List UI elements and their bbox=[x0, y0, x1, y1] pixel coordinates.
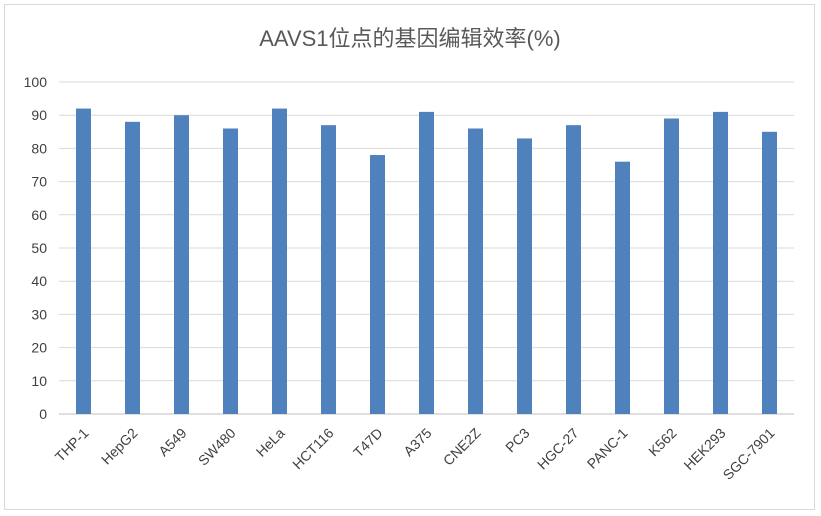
bar bbox=[468, 128, 483, 415]
y-tick-label: 0 bbox=[39, 406, 47, 422]
bar bbox=[419, 111, 434, 414]
bar bbox=[566, 125, 581, 414]
y-tick-label: 10 bbox=[31, 373, 47, 389]
x-tick-label: HCT116 bbox=[289, 425, 337, 473]
y-tick-label: 100 bbox=[24, 74, 48, 90]
bar bbox=[517, 138, 532, 414]
x-tick-label: K562 bbox=[645, 425, 680, 460]
bar bbox=[664, 118, 679, 415]
y-tick-label: 70 bbox=[31, 174, 47, 190]
x-tick-label: HGC-27 bbox=[534, 425, 582, 473]
y-tick-label: 80 bbox=[31, 140, 47, 156]
x-axis-ticks: THP-1 HepG2 A549 SW480 HeLa HCT116 T47D A375 CNE… bbox=[52, 424, 778, 482]
bar bbox=[713, 111, 728, 414]
y-tick-label: 30 bbox=[31, 306, 47, 322]
x-tick-label: PANC-1 bbox=[584, 425, 631, 472]
x-tick-label: A549 bbox=[155, 425, 190, 460]
y-tick-label: 60 bbox=[31, 207, 47, 223]
x-tick-label: HEK293 bbox=[680, 425, 728, 473]
chart-title: AAVS1位点的基因编辑效率(%) bbox=[259, 26, 561, 51]
bar bbox=[370, 155, 385, 415]
bar bbox=[615, 161, 630, 414]
bar bbox=[321, 125, 336, 414]
bar bbox=[76, 108, 91, 414]
x-tick-label: SW480 bbox=[195, 425, 239, 469]
bar bbox=[174, 115, 189, 414]
y-tick-label: 90 bbox=[31, 107, 47, 123]
bar bbox=[125, 121, 140, 414]
x-tick-label: CNE2Z bbox=[440, 424, 484, 468]
x-tick-label: T47D bbox=[350, 425, 386, 461]
y-tick-label: 20 bbox=[31, 340, 47, 356]
y-tick-label: 40 bbox=[31, 273, 47, 289]
x-tick-label: THP-1 bbox=[52, 425, 92, 465]
bar bbox=[272, 108, 287, 414]
x-tick-label: A375 bbox=[400, 425, 435, 460]
x-tick-label: HeLa bbox=[253, 425, 288, 460]
y-tick-label: 50 bbox=[31, 240, 47, 256]
x-tick-label: HepG2 bbox=[98, 425, 141, 468]
y-axis-ticks: 0 10 20 30 40 50 60 70 80 90 100 bbox=[24, 74, 48, 422]
bars bbox=[76, 108, 777, 415]
x-tick-label: SGC-7901 bbox=[720, 425, 778, 483]
x-tick-label: PC3 bbox=[502, 425, 533, 456]
bar bbox=[223, 128, 238, 415]
bar bbox=[762, 131, 777, 415]
